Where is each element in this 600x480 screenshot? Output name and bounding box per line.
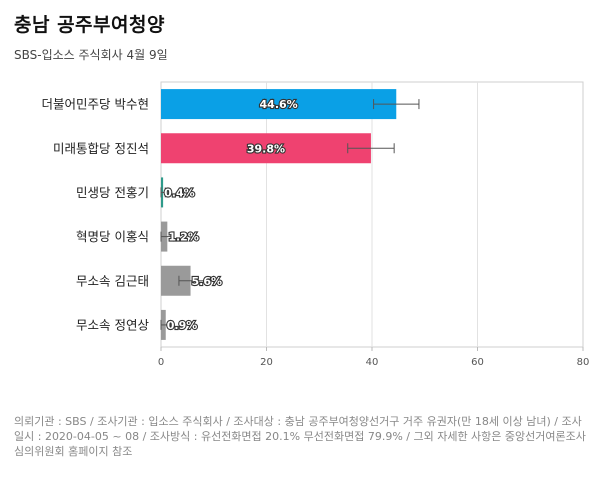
category-label: 혁명당 이홍식 [76, 229, 149, 244]
category-label: 더불어민주당 박수현 [42, 97, 149, 112]
chart-title: 충남 공주부여청양 [14, 14, 165, 36]
data-label: 0.4% [164, 186, 195, 199]
x-tick-label: 0 [158, 357, 164, 368]
bar-chart: 0 20 40 60 80 더불어민주당 박수현 44.6% 미래통합당 정진석 39.8% 민생… [42, 81, 590, 368]
x-tick-label: 40 [366, 357, 379, 368]
bar [161, 133, 371, 164]
category-label: 무소속 정연상 [76, 317, 149, 332]
category-label: 미래통합당 정진석 [53, 141, 149, 156]
data-label: 44.6% [260, 98, 298, 111]
data-label: 1.2% [168, 231, 199, 244]
data-label: 39.8% [247, 142, 285, 155]
x-tick-label: 80 [577, 357, 590, 368]
survey-footnote: 의뢰기관 : SBS / 조사기관 : 입소스 주식회사 / 조사대상 : 충남… [14, 415, 586, 458]
x-tick-label: 60 [471, 357, 484, 368]
chart-subtitle: SBS-입소스 주식회사 4월 9일 [14, 48, 168, 62]
data-label: 5.6% [192, 275, 223, 288]
category-label: 무소속 김근태 [76, 273, 149, 288]
x-tick-label: 20 [260, 357, 273, 368]
data-label: 0.9% [167, 319, 198, 332]
category-label: 민생당 전홍기 [76, 185, 149, 200]
bar [161, 89, 397, 120]
